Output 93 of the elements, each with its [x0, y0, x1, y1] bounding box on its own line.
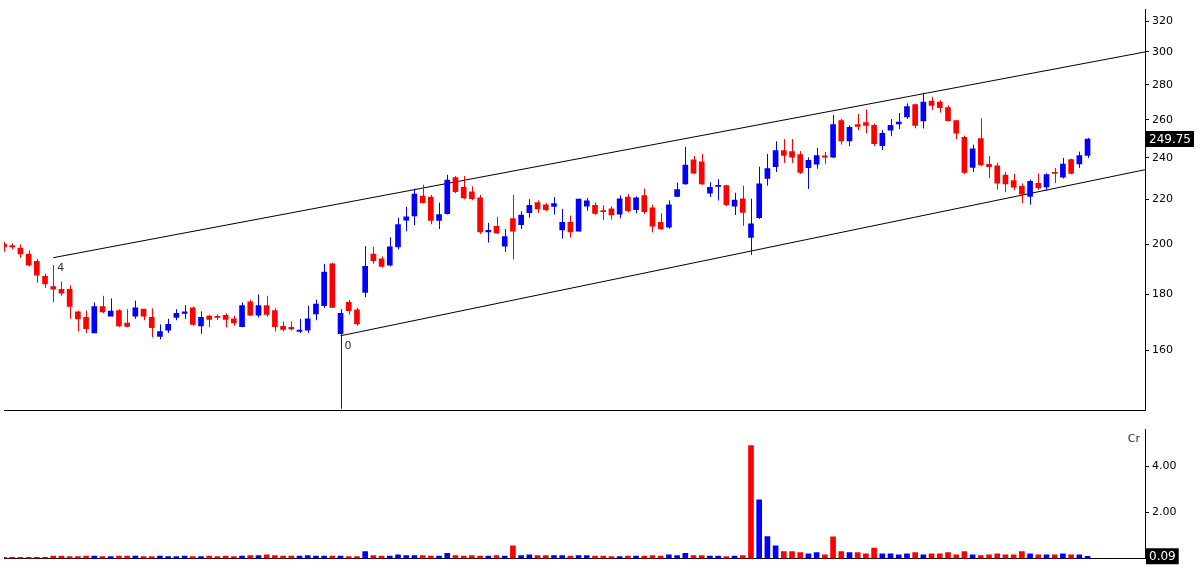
candlestick: [50, 264, 57, 303]
bar: [542, 555, 549, 559]
bar: [1027, 553, 1033, 559]
bar: [871, 547, 877, 559]
candlestick: [748, 198, 754, 256]
bar: [518, 555, 524, 559]
bar: [559, 555, 566, 559]
candlestick: [674, 182, 680, 198]
candlestick: [239, 301, 245, 328]
bar: [797, 552, 804, 559]
candlestick: [780, 138, 787, 164]
candlestick: [1019, 182, 1025, 204]
bar: [198, 556, 204, 559]
candlestick: [739, 185, 746, 227]
candlestick: [231, 315, 237, 327]
text: 0.09: [1149, 549, 1176, 564]
candlestick: [797, 150, 804, 175]
bar: [165, 556, 171, 559]
bar: [879, 553, 886, 559]
bar: [674, 555, 680, 559]
bar: [1060, 553, 1066, 559]
bar: [469, 555, 475, 559]
candlestick: [1051, 167, 1058, 184]
y-tick-label: 220: [1152, 192, 1173, 206]
bar: [148, 556, 155, 559]
candlestick: [263, 295, 270, 318]
annotation: 4: [57, 261, 65, 275]
candlestick: [280, 321, 286, 332]
bar: [978, 555, 984, 559]
candlestick: [9, 242, 16, 250]
candlestick: [1068, 158, 1074, 175]
candlestick: [592, 201, 598, 216]
candlestick: [854, 113, 861, 131]
bar: [107, 556, 114, 559]
candlestick: [1060, 157, 1066, 180]
bar: [189, 556, 196, 559]
candlestick: [600, 204, 607, 221]
bar: [510, 545, 516, 559]
bar: [272, 555, 278, 559]
bar: [403, 555, 410, 559]
bar: [345, 556, 352, 559]
candlestick: [304, 305, 311, 334]
bar: [362, 551, 369, 559]
y-tick-label: 180: [1152, 287, 1173, 301]
bar: [698, 555, 705, 559]
candlestick: [345, 299, 352, 316]
bar: [994, 553, 1001, 559]
bar: [304, 555, 311, 559]
y-tick-label: 200: [1152, 237, 1173, 251]
candlestick: [912, 103, 918, 129]
candlestick: [436, 202, 442, 230]
y-tick-label: 4.00: [1152, 459, 1177, 473]
bar: [682, 553, 689, 559]
bar: [838, 551, 845, 559]
candlestick: [707, 181, 713, 198]
y-tick-label: 320: [1152, 14, 1173, 28]
bar: [739, 555, 746, 559]
y-tick-label: 160: [1152, 343, 1173, 357]
bar: [945, 552, 951, 559]
bar: [780, 551, 787, 559]
bar: [354, 556, 360, 559]
bar: [231, 556, 237, 559]
candlestick: [953, 119, 960, 140]
candlestick: [83, 310, 89, 334]
y-tick-label: 260: [1152, 112, 1173, 126]
bar: [748, 445, 754, 559]
candlestick: [551, 196, 557, 216]
bar: [789, 551, 795, 559]
bar: [1019, 551, 1025, 559]
y-tick-label: 280: [1152, 77, 1173, 91]
bar: [444, 553, 451, 559]
candlestick: [157, 323, 163, 340]
bar: [551, 555, 557, 559]
bar: [904, 553, 910, 559]
bar: [583, 555, 590, 559]
y-tick-label: 240: [1152, 150, 1173, 164]
bar: [863, 553, 869, 559]
bar: [936, 553, 943, 559]
candlestick: [945, 105, 951, 122]
y-tick-label: 2.00: [1152, 505, 1177, 519]
y-axis-title: Cr: [1127, 431, 1141, 445]
bar: [75, 556, 81, 559]
bar: [912, 552, 918, 559]
text: 249.75: [1149, 132, 1191, 147]
candlestick: [863, 108, 869, 134]
bar: [247, 555, 254, 559]
bar: [854, 552, 861, 559]
candlestick: [1027, 179, 1033, 206]
bar: [830, 536, 836, 559]
y-tick-label: 300: [1152, 44, 1173, 58]
bar: [756, 499, 763, 559]
annotation: 0: [344, 339, 352, 353]
candlestick: [715, 178, 721, 201]
